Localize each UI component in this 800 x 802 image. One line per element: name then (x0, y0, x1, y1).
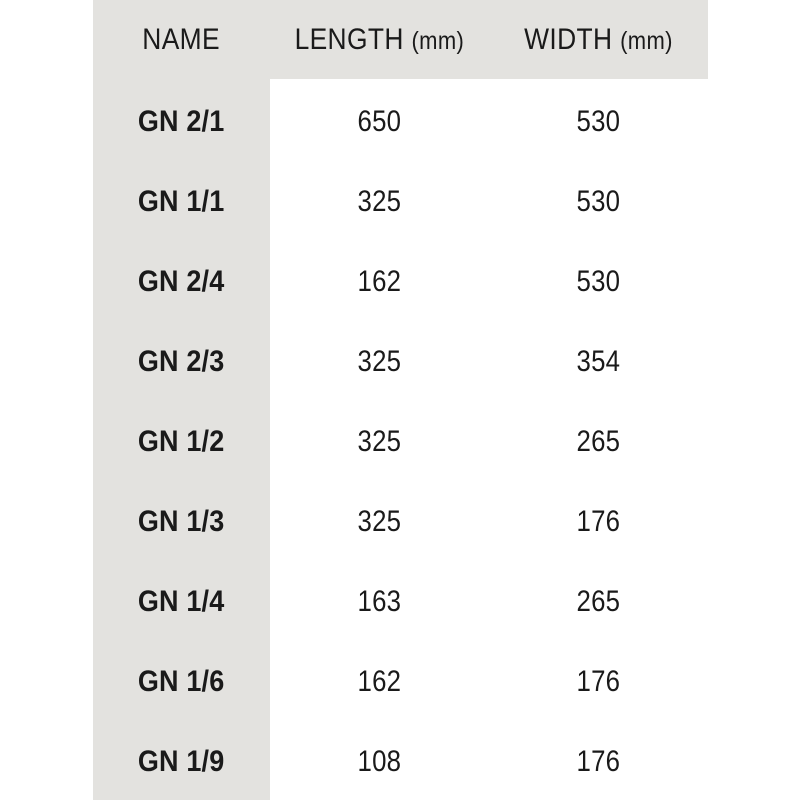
cell-name: GN 2/4 (138, 265, 225, 298)
table-row: GN 1/6 162 176 (93, 642, 708, 722)
column-header-name: NAME (93, 0, 270, 79)
column-header-name-label: NAME (142, 22, 221, 56)
cell-width: 265 (576, 585, 620, 618)
cell-length: 325 (357, 345, 401, 378)
cell-name: GN 2/3 (138, 345, 225, 378)
table-row: GN 1/3 325 176 (93, 482, 708, 562)
header-background (93, 0, 708, 79)
cell-length: 325 (357, 505, 401, 538)
cell-length: 325 (357, 185, 401, 218)
cell-name: GN 2/1 (138, 105, 225, 138)
cell-name: GN 1/4 (138, 585, 225, 618)
column-header-width-unit: (mm) (619, 26, 673, 55)
cell-width: 530 (576, 105, 620, 138)
cell-name: GN 1/9 (138, 745, 225, 778)
cell-width: 530 (576, 265, 620, 298)
table-row: GN 1/9 108 176 (93, 722, 708, 802)
cell-length: 650 (357, 105, 401, 138)
column-header-width: WIDTH (mm) (488, 0, 708, 79)
cell-name: GN 1/6 (138, 665, 225, 698)
name-column-background (93, 0, 270, 800)
column-header-length: LENGTH (mm) (270, 0, 488, 79)
cell-name: GN 1/1 (138, 185, 225, 218)
cell-length: 325 (357, 425, 401, 458)
table-header-row: NAME LENGTH (mm) WIDTH (mm) (93, 0, 708, 79)
table-row: GN 2/1 650 530 (93, 82, 708, 162)
table-row: GN 1/2 325 265 (93, 402, 708, 482)
table-row: GN 1/1 325 530 (93, 162, 708, 242)
cell-name: GN 1/2 (138, 425, 225, 458)
table-row: GN 1/4 163 265 (93, 562, 708, 642)
cell-length: 162 (357, 665, 401, 698)
cell-width: 354 (576, 345, 620, 378)
cell-length: 108 (357, 745, 401, 778)
table-row: GN 2/4 162 530 (93, 242, 708, 322)
cell-width: 176 (576, 505, 620, 538)
cell-width: 176 (576, 665, 620, 698)
column-header-length-label: LENGTH (294, 22, 404, 56)
column-header-width-label: WIDTH (523, 22, 612, 56)
cell-width: 176 (576, 745, 620, 778)
cell-length: 162 (357, 265, 401, 298)
cell-name: GN 1/3 (138, 505, 225, 538)
cell-width: 265 (576, 425, 620, 458)
table-row: GN 2/3 325 354 (93, 322, 708, 402)
cell-length: 163 (357, 585, 401, 618)
cell-width: 530 (576, 185, 620, 218)
column-header-length-unit: (mm) (411, 26, 464, 55)
